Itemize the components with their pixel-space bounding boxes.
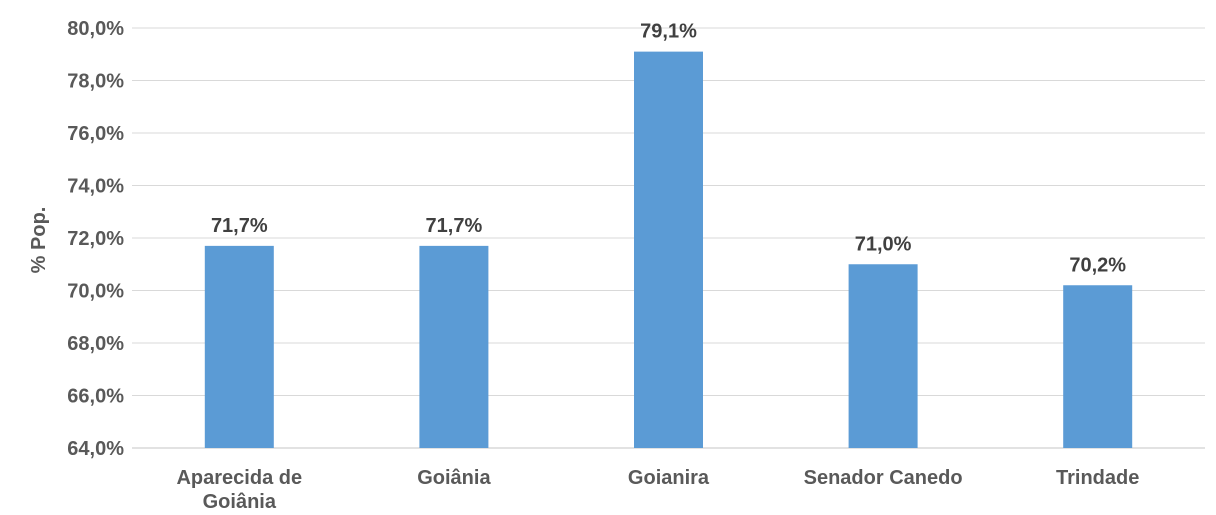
y-tick-label: 72,0% [67, 228, 124, 250]
data-label: 71,7% [426, 215, 483, 237]
data-labels: 71,7% 71,7% 79,1% 71,0% 70,2% [211, 21, 1126, 277]
data-label: 79,1% [640, 21, 697, 43]
y-tick-label: 68,0% [67, 333, 124, 355]
y-axis-tick-labels: 64,0% 66,0% 68,0% 70,0% 72,0% 74,0% 76,0% 78,0%… [67, 18, 124, 460]
y-tick-label: 76,0% [67, 123, 124, 145]
x-axis-category-labels: Aparecida de Goiânia Goiânia Goianira Senado… [176, 467, 1139, 513]
y-tick-label: 70,0% [67, 281, 124, 303]
bars [204, 51, 1133, 448]
y-tick-label: 74,0% [67, 176, 124, 198]
data-label: 70,2% [1069, 254, 1126, 276]
y-tick-label: 78,0% [67, 71, 124, 93]
y-tick-label: 80,0% [67, 18, 124, 40]
x-category-label: Senador Canedo [804, 467, 963, 489]
y-tick-label: 64,0% [67, 438, 124, 460]
x-category-label: Aparecida de Goiânia [176, 467, 302, 513]
data-label: 71,7% [211, 215, 268, 237]
y-axis-title: % Pop. [28, 207, 50, 274]
x-category-label: Goianira [628, 467, 710, 489]
bar [1063, 285, 1133, 448]
bar [204, 245, 274, 448]
data-label: 71,0% [855, 233, 912, 255]
x-category-label: Trindade [1056, 467, 1139, 489]
bar [419, 245, 489, 448]
y-tick-label: 66,0% [67, 386, 124, 408]
bar [848, 264, 918, 448]
x-category-label: Goiânia [417, 467, 491, 489]
bar [634, 51, 703, 448]
